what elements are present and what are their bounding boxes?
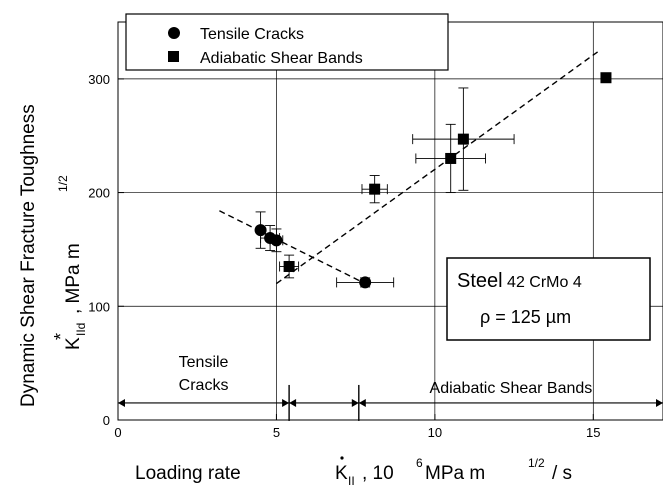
y-tick-label: 300 xyxy=(88,72,110,87)
y-axis-superscript: * xyxy=(51,333,71,340)
x-axis-title-unit-exponent: 1/2 xyxy=(528,456,545,470)
annotation-line2: ρ = 125 µm xyxy=(480,307,571,327)
regime-arrow-head-right xyxy=(351,398,359,407)
x-axis-title-prefix: Loading rate xyxy=(135,463,241,484)
annotation-box xyxy=(446,257,651,341)
annotation-material-grade: 42 CrMo 4 xyxy=(503,274,582,291)
legend-label-tensile: Tensile Cracks xyxy=(200,26,304,43)
y-axis-title-group: Dynamic Shear Fracture Toughness xyxy=(18,104,39,407)
x-axis-title: Loading rate K II , 10 6 MPa m 1/2 / s xyxy=(135,451,572,490)
regime-arrow-head-right xyxy=(282,398,290,407)
data-point-shear-band xyxy=(457,133,469,145)
regime-arrows: Tensile Cracks Adiabatic Shear Bands xyxy=(118,354,663,421)
y-axis-title: Dynamic Shear Fracture Toughness xyxy=(18,104,39,407)
data-point-tensile-crack xyxy=(359,276,372,289)
data-point-shear-band xyxy=(283,260,295,272)
data-point-shear-band xyxy=(600,72,612,84)
data-point-tensile-crack xyxy=(254,224,267,237)
x-axis-title-symbol: K xyxy=(335,463,348,484)
annotation-material-label: Steel xyxy=(457,270,503,292)
regime-arrow-head-left xyxy=(289,398,297,407)
y-axis-unit: , MPa m xyxy=(63,243,84,314)
data-points xyxy=(254,72,612,289)
legend-box xyxy=(125,13,449,71)
fit-line xyxy=(219,210,366,285)
y-axis-subtitle-group: K * IId , MPa m 1/2 xyxy=(51,175,90,350)
y-axis-unit-exponent: 1/2 xyxy=(56,175,70,192)
regime-arrow-head-left xyxy=(118,398,125,407)
x-axis-title-per-second: / s xyxy=(552,463,572,484)
x-tick-label: 15 xyxy=(586,425,600,440)
regime-arrow-head-left xyxy=(358,398,366,407)
data-point-tensile-crack xyxy=(270,234,283,247)
x-axis-title-rate-dot xyxy=(340,456,344,460)
y-axis-subscript: IId xyxy=(74,323,88,336)
y-tick-label: 100 xyxy=(88,299,110,314)
legend-label-shear: Adiabatic Shear Bands xyxy=(200,50,363,67)
x-axis-title-subscript: II xyxy=(348,474,355,488)
regime-arrow-head-right xyxy=(656,398,663,407)
data-point-shear-band xyxy=(445,152,457,164)
fit-line xyxy=(276,49,601,285)
axis-ticks: 0 5 10 15 0 100 200 300 xyxy=(88,72,600,440)
legend-marker-circle xyxy=(168,27,180,39)
y-tick-label: 0 xyxy=(103,413,110,428)
regime-label: Adiabatic Shear Bands xyxy=(430,380,593,397)
data-point-shear-band xyxy=(369,183,381,195)
material-annotation: Steel 42 CrMo 4 ρ = 125 µm xyxy=(446,257,651,341)
annotation-line1: Steel 42 CrMo 4 xyxy=(457,270,582,292)
legend-marker-square xyxy=(168,51,179,62)
x-axis-title-unit: MPa m xyxy=(425,463,485,484)
x-axis-title-exponent: 6 xyxy=(416,456,423,470)
x-tick-label: 0 xyxy=(114,425,121,440)
grid xyxy=(118,22,663,420)
y-axis-subtitle: K * IId , MPa m 1/2 xyxy=(51,175,90,350)
fit-lines xyxy=(219,49,601,285)
x-tick-label: 5 xyxy=(273,425,280,440)
x-tick-label: 10 xyxy=(428,425,442,440)
legend: Tensile Cracks Adiabatic Shear Bands xyxy=(125,13,449,71)
y-tick-label: 200 xyxy=(88,186,110,201)
x-axis-title-ten: , 10 xyxy=(362,463,394,484)
regime-label: Tensile xyxy=(179,354,229,371)
y-axis-symbol: K xyxy=(63,337,84,350)
regime-label: Cracks xyxy=(179,377,229,394)
